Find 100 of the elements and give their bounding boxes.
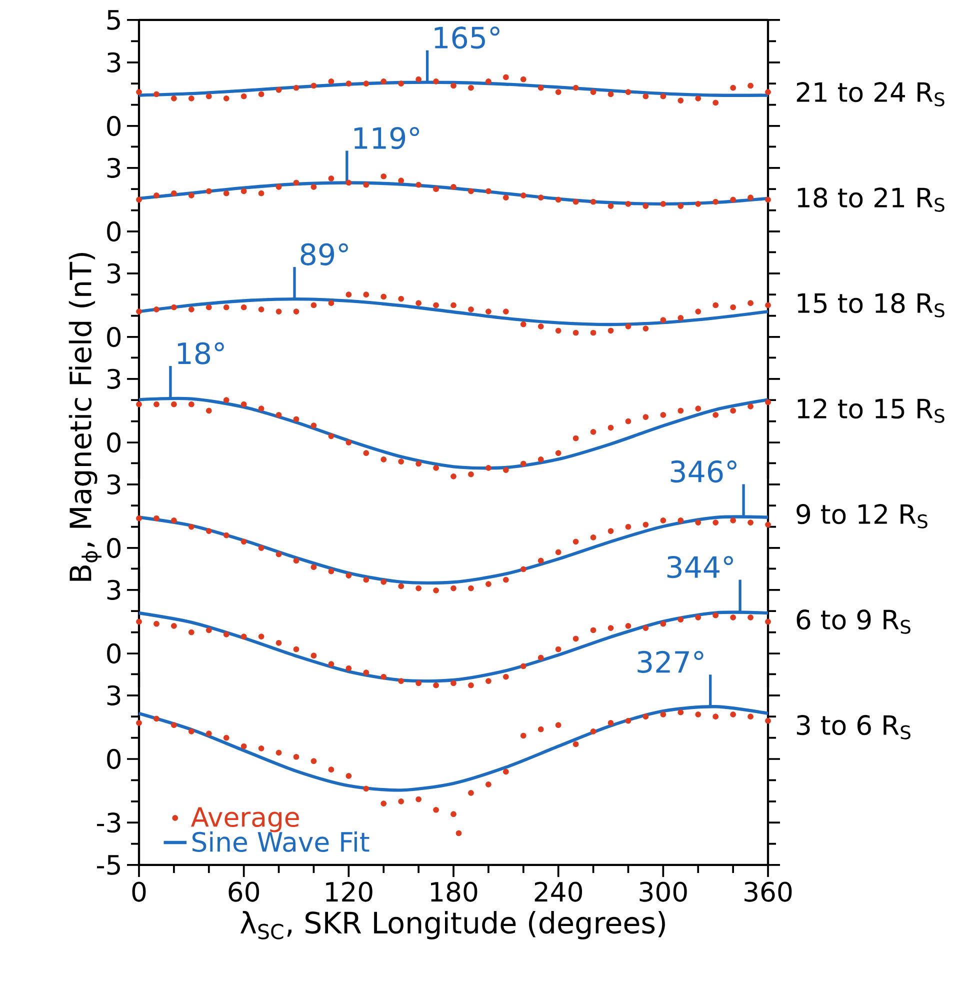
legend-label: Sine Wave Fit [192, 831, 370, 852]
point [310, 564, 317, 570]
point [363, 292, 370, 298]
point [538, 726, 544, 732]
point [206, 408, 212, 414]
point [695, 520, 702, 526]
point [240, 188, 247, 194]
point [572, 741, 579, 748]
point [258, 545, 264, 551]
point [346, 180, 352, 186]
point [625, 89, 632, 96]
point [188, 728, 194, 734]
point [398, 678, 404, 684]
point [712, 714, 719, 720]
point [678, 314, 684, 321]
point [642, 414, 649, 420]
point [712, 520, 719, 526]
point [154, 401, 160, 408]
point [136, 515, 142, 522]
y-tick-label: 0 [107, 643, 121, 664]
point [136, 720, 142, 726]
point [660, 317, 666, 323]
y-tick-label: -3 [96, 812, 120, 833]
point [625, 201, 632, 207]
point [363, 450, 370, 456]
point [398, 80, 404, 87]
point [450, 585, 456, 592]
point [240, 538, 247, 545]
point [695, 308, 702, 314]
point [240, 304, 247, 310]
point [555, 328, 562, 334]
point [642, 714, 649, 720]
point [520, 192, 526, 198]
point [136, 196, 142, 203]
point [538, 558, 544, 564]
point [555, 549, 562, 556]
point [276, 184, 282, 190]
point [765, 302, 771, 308]
x-tick-label: 60 [228, 882, 260, 902]
point [520, 663, 526, 670]
point [154, 91, 160, 98]
point [660, 93, 666, 100]
point [695, 95, 702, 102]
point [293, 558, 300, 564]
point [748, 714, 754, 720]
point [520, 321, 526, 328]
point [502, 467, 509, 473]
point [502, 194, 509, 201]
point [608, 328, 614, 334]
point [695, 712, 702, 718]
point [206, 627, 212, 634]
point [136, 618, 142, 625]
point [416, 182, 422, 188]
point [206, 188, 212, 194]
point [730, 196, 736, 203]
point [258, 190, 264, 196]
point [625, 718, 632, 724]
point [678, 518, 684, 524]
point [538, 456, 544, 462]
point [380, 800, 387, 806]
annotation: 344° [667, 556, 733, 578]
point [450, 680, 456, 686]
point [678, 203, 684, 209]
point [171, 401, 177, 408]
point [380, 173, 387, 180]
point [276, 308, 282, 314]
point [765, 399, 771, 406]
point [258, 91, 264, 98]
y-tick-label: 3 [107, 263, 120, 284]
point [223, 631, 230, 638]
point [608, 528, 614, 534]
point [748, 404, 754, 410]
point [572, 198, 579, 205]
annotation: 119° [354, 126, 420, 150]
point [154, 306, 160, 312]
x-tick-label: 300 [640, 882, 687, 902]
point [206, 528, 212, 534]
y-tick-label: 0 [107, 432, 121, 453]
point [206, 93, 212, 100]
point [625, 524, 632, 530]
point [486, 188, 492, 194]
point [678, 709, 684, 716]
point [450, 82, 456, 89]
y-tick-label: 0 [107, 538, 121, 558]
point [258, 406, 264, 412]
point [486, 782, 492, 788]
point [730, 408, 736, 414]
point [660, 620, 666, 627]
text: 9 to 12 R$_{S}$ [796, 504, 928, 528]
point [486, 78, 492, 84]
y-tick-label: 3 [107, 52, 120, 72]
point [398, 458, 404, 465]
point [136, 308, 142, 314]
point [276, 412, 282, 418]
point [363, 576, 370, 583]
point [572, 636, 579, 642]
point [416, 680, 422, 686]
point [555, 196, 562, 203]
point [363, 80, 370, 87]
point [240, 634, 247, 640]
